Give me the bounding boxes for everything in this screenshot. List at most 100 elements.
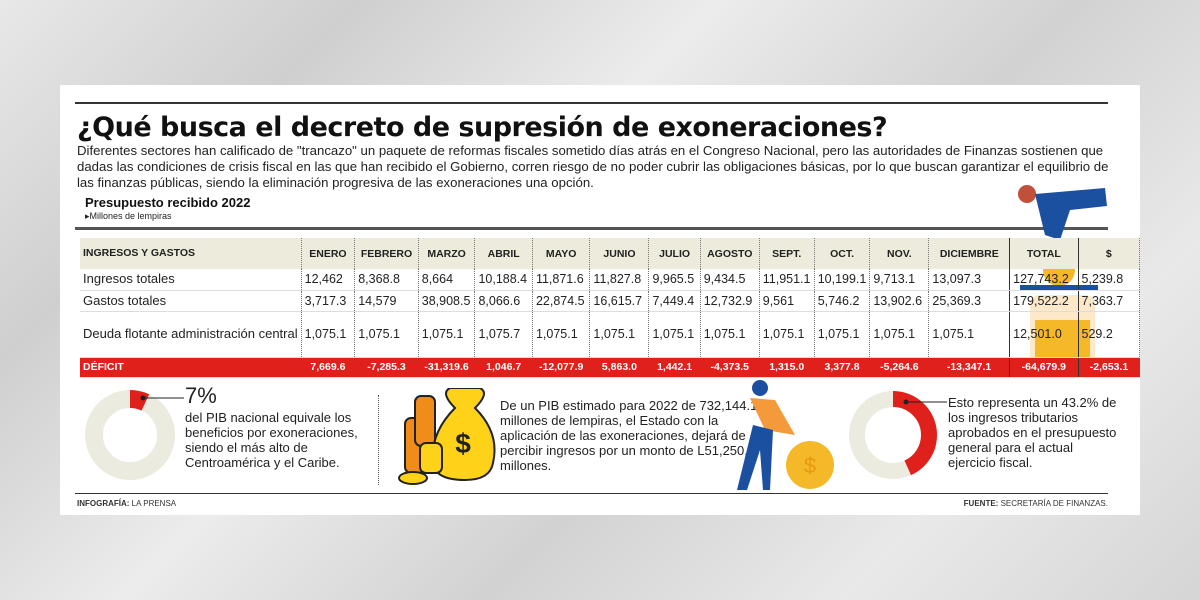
table-cell: 7,363.7 <box>1078 290 1141 312</box>
column-header: JUNIO <box>589 238 650 269</box>
column-header: MARZO <box>418 238 476 269</box>
deficit-row: DÉFICIT 7,669.6 -7,285.3 -31,319.6 1,046.7 -1… <box>80 357 1140 378</box>
table-cell: 8,368.8 <box>354 269 419 291</box>
table-cell: 1,075.1 <box>354 311 419 358</box>
table-title: Presupuesto recibido 2022 <box>85 195 251 210</box>
woman-coin-illustration: $ <box>737 380 834 490</box>
table-cell: 1,046.7 <box>474 357 533 378</box>
table-row: Deuda flotante administración central 1,0… <box>80 311 1141 358</box>
table-cell: 1,075.1 <box>418 311 476 358</box>
table-cell: 7,449.4 <box>648 290 701 312</box>
column-header: OCT. <box>814 238 871 269</box>
credit-label: INFOGRAFÍA: <box>77 499 130 508</box>
row-label: Ingresos totales <box>80 269 302 291</box>
column-header: TOTAL <box>1009 238 1079 269</box>
table-cell: 1,075.1 <box>532 311 591 358</box>
table-cell: 11,871.6 <box>532 269 591 291</box>
source: FUENTE: SECRETARÍA DE FINANZAS. <box>964 499 1108 508</box>
table-cell: 1,075.1 <box>814 311 871 358</box>
stat1-value: 7% <box>185 383 217 408</box>
table-cell: 3,717.3 <box>301 290 356 312</box>
table-cell: -4,373.5 <box>700 357 760 378</box>
column-header: $ <box>1078 238 1141 269</box>
money-bag-icon: $ <box>398 388 496 485</box>
donut-chart-7pct <box>85 390 175 480</box>
bottom-rule <box>75 493 1108 494</box>
table-cell: 13,097.3 <box>928 269 1011 291</box>
svg-text:$: $ <box>804 453 816 478</box>
table-cell: 38,908.5 <box>418 290 476 312</box>
page-title: ¿Qué busca el decreto de supresión de ex… <box>77 112 888 143</box>
table-cell: -31,319.6 <box>418 357 475 378</box>
column-header: FEBRERO <box>354 238 419 269</box>
table-rule <box>75 227 1108 230</box>
table-cell: 1,075.1 <box>928 311 1011 358</box>
table-cell: 10,199.1 <box>814 269 871 291</box>
budget-table: INGRESOS Y GASTOS ENERO FEBRERO MARZO ABRIL M… <box>80 238 1141 378</box>
credit-value: LA PRENSA <box>129 499 177 508</box>
leader-line <box>140 395 184 401</box>
table-cell: -12,077.9 <box>532 357 590 378</box>
table-cell: 1,315.0 <box>759 357 815 378</box>
table-cell: 13,902.6 <box>869 290 930 312</box>
table-cell: 11,951.1 <box>759 269 815 291</box>
table-cell: 1,075.7 <box>474 311 533 358</box>
table-cell: 22,874.5 <box>532 290 591 312</box>
table-cell: 9,561 <box>759 290 815 312</box>
table-cell: 9,965.5 <box>648 269 701 291</box>
table-cell: 12,732.9 <box>700 290 760 312</box>
table-cell: 529.2 <box>1078 311 1141 358</box>
column-header: ENERO <box>301 238 356 269</box>
table-cell: 179,522.2 <box>1009 290 1079 312</box>
column-header: NOV. <box>869 238 930 269</box>
column-header: JULIO <box>648 238 701 269</box>
table-cell: 11,827.8 <box>589 269 650 291</box>
donut-slice-43pct <box>849 391 937 479</box>
table-cell: 8,664 <box>418 269 476 291</box>
table-cell: 25,369.3 <box>928 290 1011 312</box>
table-cell: 1,442.1 <box>648 357 701 378</box>
donut-chart-43pct <box>849 391 937 479</box>
source-label: FUENTE: <box>963 499 999 508</box>
table-cell: 1,075.1 <box>700 311 760 358</box>
row-label: DÉFICIT <box>80 357 302 378</box>
table-cell: 1,075.1 <box>759 311 815 358</box>
leader-line <box>903 399 947 405</box>
table-cell: -64,679.9 <box>1009 357 1079 378</box>
divider <box>378 395 379 485</box>
table-cell: 1,075.1 <box>301 311 356 358</box>
stat1-text: del PIB nacional equivale los beneficios… <box>185 410 358 470</box>
table-cell: 1,075.1 <box>869 311 930 358</box>
table-cell: -13,347.1 <box>928 357 1011 378</box>
table-header-row: INGRESOS Y GASTOS ENERO FEBRERO MARZO ABRIL M… <box>80 238 1141 269</box>
credit: INFOGRAFÍA: LA PRENSA <box>77 499 176 508</box>
table-cell: 16,615.7 <box>589 290 650 312</box>
stat3-text: Esto representa un 43.2% de los ingresos… <box>948 395 1117 470</box>
donut-track <box>85 390 175 480</box>
source-value: SECRETARÍA DE FINANZAS. <box>998 499 1108 508</box>
row-label: Gastos totales <box>80 290 302 312</box>
table-unit: ▸Millones de lempiras <box>85 211 172 221</box>
table-cell: 1,075.1 <box>589 311 650 358</box>
stat2-text: De un PIB estimado para 2022 de 732,144.… <box>500 398 758 473</box>
column-header: DICIEMBRE <box>928 238 1011 269</box>
table-cell: 10,188.4 <box>474 269 533 291</box>
table-cell: 5,863.0 <box>589 357 649 378</box>
column-header: AGOSTO <box>700 238 760 269</box>
svg-text:$: $ <box>455 428 471 459</box>
table-cell: 5,746.2 <box>814 290 871 312</box>
table-cell: 9,434.5 <box>700 269 760 291</box>
table-cell: -5,264.6 <box>869 357 929 378</box>
table-cell: 127,743.2 <box>1009 269 1079 291</box>
table-cell: -2,653.1 <box>1078 357 1140 378</box>
column-header-label: INGRESOS Y GASTOS <box>80 238 302 269</box>
column-header: SEPT. <box>759 238 815 269</box>
column-header: ABRIL <box>474 238 533 269</box>
table-cell: 7,669.6 <box>301 357 355 378</box>
table-cell: -7,285.3 <box>354 357 419 378</box>
table-cell: 12,462 <box>301 269 356 291</box>
intro-text: Diferentes sectores han calificado de "t… <box>77 143 1109 190</box>
row-label: Deuda flotante administración central <box>80 311 302 358</box>
table-cell: 12,501.0 <box>1009 311 1079 358</box>
table-cell: 8,066.6 <box>474 290 533 312</box>
